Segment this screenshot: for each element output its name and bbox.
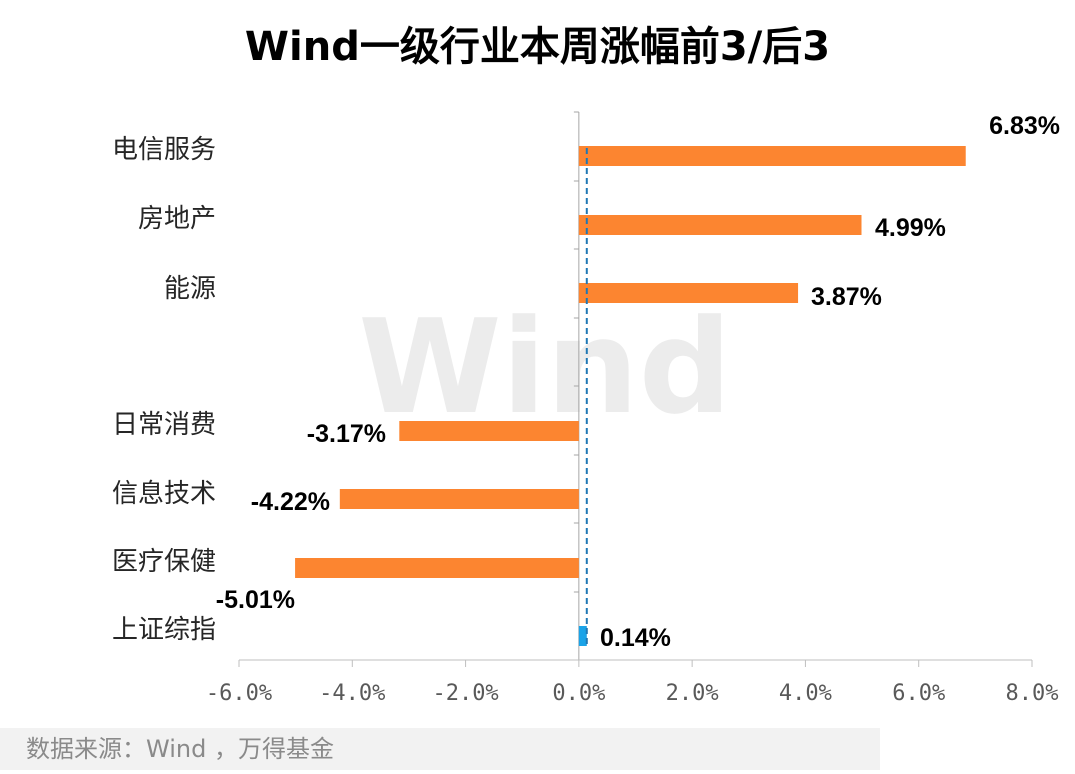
category-label: 能源: [164, 274, 216, 304]
source-footer: 数据来源：Wind ，万得基金: [0, 728, 880, 770]
x-tick-label: 8.0%: [1006, 681, 1059, 706]
bar-5: [339, 489, 579, 509]
x-tick-label: -6.0%: [206, 681, 272, 706]
data-label: 4.99%: [875, 214, 946, 242]
bar-4: [399, 421, 579, 441]
category-label: 电信服务: [112, 135, 216, 165]
x-tick-label: 2.0%: [666, 681, 719, 706]
bars: [295, 146, 966, 646]
category-label: 上证综指: [112, 615, 216, 645]
data-label: -3.17%: [307, 420, 386, 448]
x-tick-label: 4.0%: [779, 681, 832, 706]
data-label: 3.87%: [811, 283, 882, 311]
x-tick-label: 0.0%: [552, 681, 605, 706]
x-tick-label: -2.0%: [432, 681, 498, 706]
bar-6: [295, 558, 579, 578]
data-label: 6.83%: [989, 112, 1060, 140]
category-label: 日常消费: [112, 410, 216, 440]
bar-1: [578, 146, 966, 166]
data-label: 0.14%: [600, 624, 671, 652]
category-label: 信息技术: [112, 479, 216, 509]
data-label: -5.01%: [216, 586, 295, 614]
bar-7: [578, 626, 587, 646]
bar-3: [578, 283, 799, 303]
chart-title: Wind一级行业本周涨幅前3/后3: [244, 24, 831, 70]
x-tick-label: -4.0%: [319, 681, 385, 706]
watermark: Wind: [358, 291, 732, 443]
x-tick-label: 6.0%: [892, 681, 945, 706]
bar-2: [578, 215, 862, 235]
category-label: 房地产: [138, 204, 216, 234]
data-label: -4.22%: [251, 488, 330, 516]
category-label: 医疗保健: [112, 547, 216, 577]
axes: -6.0% -4.0% -2.0% 0.0% 2.0% 4.0% 6.0% 8.0%: [206, 111, 1059, 706]
source-note: 数据来源：Wind ，万得基金: [26, 735, 334, 763]
